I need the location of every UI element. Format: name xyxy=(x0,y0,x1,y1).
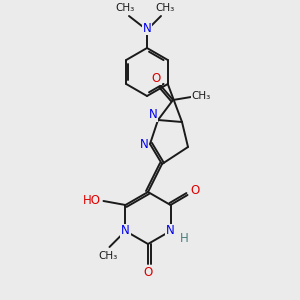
Text: CH₃: CH₃ xyxy=(99,251,118,261)
Text: H: H xyxy=(180,232,189,244)
Text: CH₃: CH₃ xyxy=(155,3,175,13)
Text: N: N xyxy=(142,22,152,34)
Text: N: N xyxy=(148,109,158,122)
Text: O: O xyxy=(143,266,153,278)
Text: HO: HO xyxy=(82,194,100,208)
Text: N: N xyxy=(166,224,175,238)
Text: O: O xyxy=(152,71,160,85)
Text: N: N xyxy=(140,137,148,151)
Text: CH₃: CH₃ xyxy=(116,3,135,13)
Text: N: N xyxy=(121,224,130,238)
Text: CH₃: CH₃ xyxy=(191,91,211,101)
Text: O: O xyxy=(190,184,199,197)
